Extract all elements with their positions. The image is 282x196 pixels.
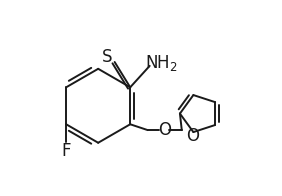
Text: O: O <box>158 121 171 139</box>
Text: S: S <box>102 48 112 66</box>
Text: O: O <box>186 127 199 145</box>
Text: NH$_2$: NH$_2$ <box>145 53 178 73</box>
Text: F: F <box>61 142 71 160</box>
